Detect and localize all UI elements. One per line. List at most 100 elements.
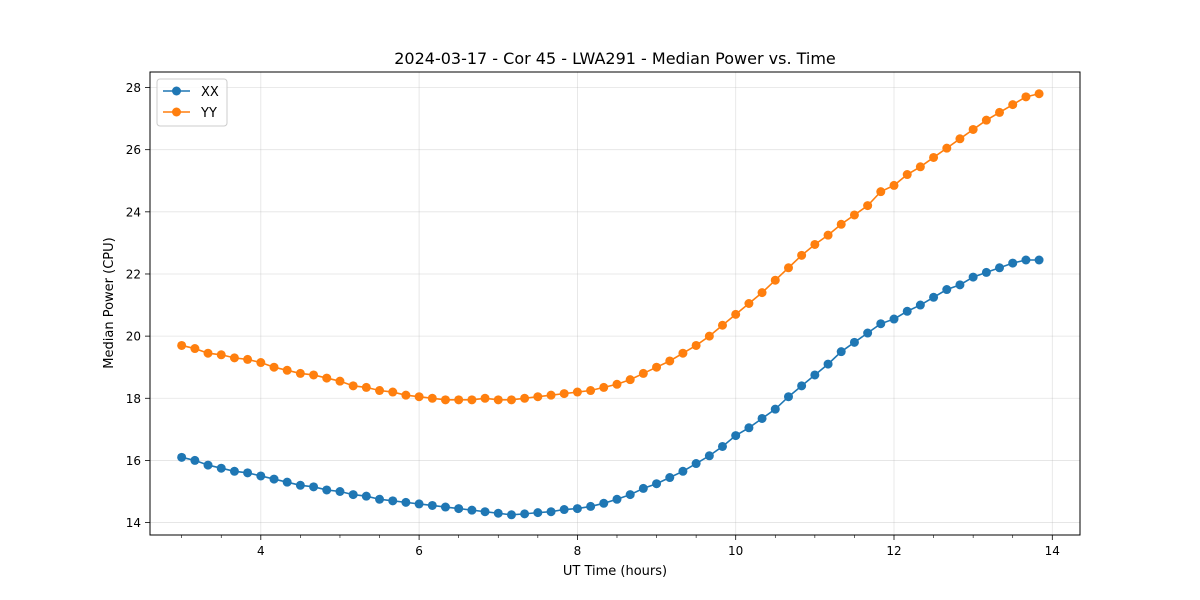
data-point-yy (691, 340, 701, 350)
data-point-yy (322, 373, 332, 383)
data-point-xx (375, 494, 385, 504)
data-point-xx (216, 463, 226, 473)
x-tick-label: 4 (257, 544, 265, 558)
data-point-yy (256, 358, 266, 368)
data-point-xx (902, 306, 912, 316)
data-point-xx (1021, 255, 1031, 265)
data-point-xx (915, 300, 925, 310)
data-point-yy (810, 239, 820, 249)
data-point-xx (348, 490, 358, 500)
data-point-xx (731, 431, 741, 441)
data-point-yy (375, 386, 385, 396)
data-point-xx (467, 505, 477, 515)
x-axis-label: UT Time (hours) (563, 564, 667, 579)
data-point-yy (797, 250, 807, 260)
data-point-yy (467, 395, 477, 405)
data-point-xx (691, 459, 701, 469)
data-point-xx (586, 501, 596, 511)
series-layer (177, 89, 1044, 520)
x-tick-label: 10 (728, 544, 743, 558)
plot-frame (149, 71, 1081, 536)
data-point-xx (876, 319, 886, 329)
data-point-yy (599, 382, 609, 392)
x-tick-label: 6 (415, 544, 423, 558)
data-point-xx (506, 510, 516, 520)
data-point-xx (889, 314, 899, 324)
data-point-yy (876, 187, 886, 197)
data-point-xx (414, 499, 424, 509)
data-point-xx (797, 381, 807, 391)
data-point-xx (638, 483, 648, 493)
y-tick-label: 26 (126, 143, 141, 157)
legend-item-yy: YY (163, 106, 217, 121)
y-axis-label: Median Power (CPU) (102, 237, 117, 368)
data-point-yy (493, 395, 503, 405)
data-point-yy (559, 389, 569, 399)
legend-label-yy: YY (200, 106, 217, 121)
legend-label-xx: XX (201, 85, 219, 100)
data-point-yy (414, 392, 424, 402)
data-point-xx (361, 491, 371, 501)
data-point-xx (388, 496, 398, 506)
data-point-yy (454, 395, 464, 405)
data-point-xx (440, 502, 450, 512)
data-point-yy (638, 368, 648, 378)
data-point-yy (955, 134, 965, 144)
data-point-xx (863, 328, 873, 338)
data-point-xx (665, 473, 675, 483)
data-point-xx (810, 370, 820, 380)
data-point-xx (929, 292, 939, 302)
data-point-yy (863, 201, 873, 211)
data-point-yy (704, 331, 714, 341)
data-point-yy (902, 170, 912, 180)
data-point-yy (717, 320, 727, 330)
data-point-yy (401, 390, 411, 400)
data-point-xx (295, 480, 305, 490)
data-point-yy (744, 299, 754, 308)
data-point-xx (427, 500, 437, 510)
data-point-xx (612, 494, 622, 504)
data-point-xx (995, 263, 1005, 273)
data-point-yy (361, 382, 371, 392)
data-point-yy (678, 348, 688, 358)
data-point-xx (717, 441, 727, 451)
legend-item-xx: XX (163, 85, 219, 100)
data-point-xx (493, 508, 503, 518)
data-point-yy (335, 376, 345, 386)
data-point-xx (744, 423, 754, 433)
data-point-xx (454, 504, 464, 514)
data-point-yy (652, 362, 662, 372)
data-point-yy (586, 386, 596, 396)
chart-title: 2024-03-17 - Cor 45 - LWA291 - Median Po… (394, 49, 836, 68)
data-point-yy (665, 356, 675, 366)
data-point-xx (243, 468, 253, 478)
legend: XX YY (156, 78, 228, 127)
data-point-xx (401, 497, 411, 507)
series-xx (177, 255, 1044, 520)
data-point-yy (177, 340, 187, 350)
data-point-xx (823, 359, 833, 369)
data-point-yy (849, 210, 859, 220)
data-point-xx (335, 486, 345, 496)
x-tick-label: 12 (886, 544, 901, 558)
data-point-yy (506, 395, 516, 405)
data-point-yy (190, 344, 200, 354)
data-point-xx (1008, 258, 1018, 268)
x-tick-label: 8 (574, 544, 582, 558)
data-point-yy (229, 353, 239, 363)
data-point-yy (203, 348, 213, 358)
data-point-xx (783, 392, 793, 402)
data-point-xx (599, 498, 609, 508)
data-point-xx (955, 280, 965, 290)
data-point-xx (229, 466, 239, 476)
data-point-yy (625, 375, 635, 385)
data-point-xx (533, 508, 543, 518)
data-point-yy (1034, 89, 1044, 99)
data-point-yy (823, 230, 833, 240)
data-point-yy (889, 180, 899, 190)
data-point-yy (1021, 92, 1031, 102)
data-point-yy (546, 390, 556, 400)
data-point-xx (678, 466, 688, 476)
data-point-xx (520, 509, 530, 519)
